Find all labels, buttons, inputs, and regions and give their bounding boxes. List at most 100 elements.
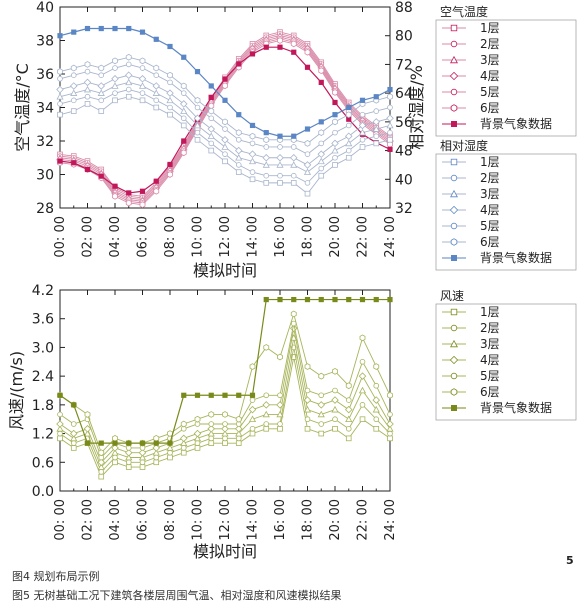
data-point [235, 440, 242, 446]
data-point [386, 114, 394, 123]
data-point [57, 68, 63, 75]
legend-label: 5层 [480, 219, 500, 233]
data-point [57, 101, 63, 107]
data-point [98, 473, 105, 480]
data-point [97, 89, 105, 96]
data-point [167, 171, 173, 178]
data-point [373, 94, 379, 100]
data-point [70, 89, 78, 96]
y-tick-label: 28 [36, 201, 54, 217]
data-point [194, 415, 201, 423]
data-point [386, 121, 394, 129]
data-point [180, 122, 187, 129]
data-point [208, 440, 215, 446]
data-point [249, 176, 256, 183]
data-point [387, 129, 393, 136]
data-point [249, 51, 256, 57]
data-point [359, 111, 366, 118]
data-point [249, 169, 256, 175]
data-point [373, 382, 380, 389]
legend-marker [450, 254, 457, 261]
data-point [152, 82, 161, 90]
data-point [304, 425, 311, 432]
data-point [345, 122, 352, 129]
data-point [262, 401, 271, 409]
data-point [277, 353, 283, 361]
data-point [387, 104, 393, 111]
data-point [304, 190, 311, 197]
data-point [332, 416, 338, 423]
data-point [359, 416, 366, 423]
legend-frame [435, 19, 577, 137]
data-point [235, 129, 242, 136]
data-point [345, 147, 352, 154]
data-point [248, 150, 257, 158]
data-point [386, 420, 394, 428]
data-point [98, 108, 105, 114]
data-point [98, 72, 105, 78]
legend-label: 背景气象数据 [480, 250, 552, 265]
x-tick-label: 24: 00 [383, 499, 398, 541]
data-point [249, 392, 256, 398]
data-point [222, 158, 228, 165]
data-point [139, 459, 146, 466]
data-point [290, 180, 297, 186]
data-point [318, 392, 325, 399]
x-tick-label: 22: 00 [356, 216, 371, 258]
legend-marker [449, 71, 459, 81]
page-number: 5 [566, 554, 574, 567]
data-point [249, 122, 256, 129]
data-point [346, 296, 352, 303]
data-point [236, 112, 242, 118]
x-axis-label: 模拟时间 [193, 542, 257, 561]
data-point [153, 440, 159, 446]
series-hum-背景气象数据 [57, 25, 393, 139]
data-point [235, 415, 242, 423]
data-point [332, 99, 338, 106]
legend-marker [450, 238, 458, 246]
data-point [222, 126, 228, 132]
data-point [276, 153, 284, 162]
data-point [208, 411, 215, 418]
data-point [387, 93, 393, 101]
data-point [166, 96, 174, 104]
data-point [112, 440, 118, 446]
x-tick-label: 02: 00 [81, 216, 96, 258]
data-point [208, 421, 215, 427]
data-point [179, 434, 188, 443]
series-wind-背景气象数据 [57, 296, 393, 446]
data-point [304, 126, 311, 132]
x-axis-label: 模拟时间 [193, 261, 257, 280]
x-tick-label: 16: 00 [273, 499, 288, 541]
data-point [153, 97, 160, 104]
legend-marker [450, 40, 458, 48]
y2-tick-label: 48 [395, 144, 413, 160]
data-point [194, 440, 201, 446]
data-point [98, 97, 105, 104]
data-point [290, 144, 297, 150]
legend-marker [450, 104, 458, 112]
data-point [277, 144, 283, 150]
data-point [317, 410, 325, 418]
data-point [112, 65, 118, 71]
data-point [235, 435, 242, 442]
data-point [194, 445, 201, 451]
data-point [263, 136, 270, 144]
legend-label: 6层 [480, 235, 500, 249]
data-point [304, 151, 311, 157]
data-point [57, 158, 63, 164]
data-point [277, 44, 283, 50]
data-point [277, 425, 283, 432]
data-point [263, 172, 270, 179]
legend-title: 风速 [440, 289, 464, 303]
data-point [167, 71, 173, 79]
data-point [70, 72, 77, 78]
data-point [194, 69, 201, 75]
y2-tick-label: 56 [395, 115, 413, 131]
data-point [277, 133, 283, 139]
data-point [303, 396, 312, 404]
data-point [167, 430, 173, 437]
legend-marker [450, 174, 458, 182]
x-axis: 00: 00 02: 00 04: 00 06: 00 08: 00 10: 00 12: … [53, 290, 398, 541]
data-point [263, 392, 270, 399]
